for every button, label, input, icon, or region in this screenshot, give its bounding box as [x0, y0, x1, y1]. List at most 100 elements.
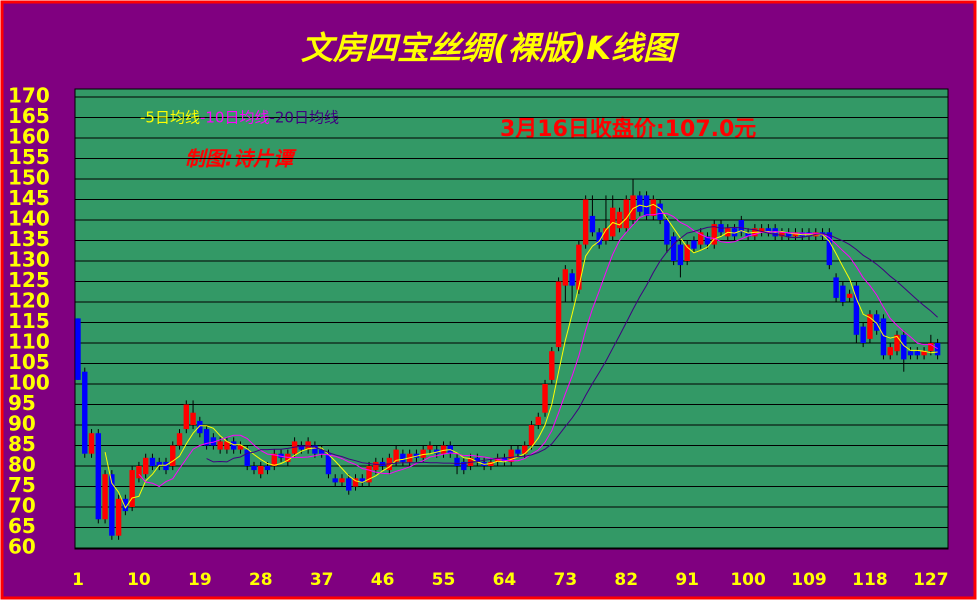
x-tick-label: 73: [554, 570, 578, 590]
candle-body: [352, 478, 359, 487]
candle-body: [190, 412, 196, 425]
candle-body: [691, 240, 697, 249]
candle-body: [163, 461, 169, 471]
candle-body: [677, 244, 684, 266]
candle-body: [474, 457, 481, 462]
candle-body: [203, 429, 210, 446]
candle-body: [251, 466, 257, 471]
candle-body: [318, 449, 325, 454]
candle-body: [373, 461, 379, 471]
candle-body: [183, 404, 190, 430]
y-tick-label: 135: [8, 227, 50, 251]
candle-body: [921, 351, 927, 356]
candle-body: [237, 445, 244, 450]
candle-body: [576, 244, 582, 290]
y-tick-label: 80: [8, 453, 36, 477]
candle-body: [149, 457, 156, 466]
candle-body: [176, 433, 183, 446]
candle-body: [224, 441, 230, 450]
candle-body: [867, 314, 873, 339]
candle-body: [562, 269, 569, 286]
candle-body: [623, 199, 629, 229]
candle-body: [197, 420, 203, 434]
chart-title: 文房四宝丝绸(裸版)K线图: [301, 29, 680, 67]
candle-body: [109, 474, 115, 536]
candle-body: [440, 445, 447, 454]
y-tick-label: 125: [8, 268, 50, 292]
plot-area: [74, 88, 949, 550]
candle-body: [142, 457, 149, 475]
x-tick-label: 1: [72, 570, 84, 590]
candle-body: [833, 277, 839, 298]
candle-body: [840, 285, 846, 302]
candle-body: [522, 445, 528, 454]
y-tick-label: 160: [8, 125, 50, 149]
candle-body: [914, 351, 921, 356]
y-tick-label: 170: [8, 84, 50, 108]
candle-body: [515, 449, 521, 454]
y-tick-label: 140: [8, 207, 50, 231]
y-tick-label: 60: [8, 535, 36, 559]
x-tick-label: 82: [614, 570, 638, 590]
candle-body: [603, 228, 609, 241]
x-tick-label: 109: [791, 570, 827, 590]
x-tick-label: 64: [493, 570, 517, 590]
y-tick-label: 150: [8, 166, 50, 190]
candle-body: [420, 449, 426, 458]
candle-body: [738, 220, 745, 233]
x-tick-label: 118: [852, 570, 888, 590]
candle-body: [542, 384, 548, 413]
candle-body: [115, 498, 122, 536]
candle-body: [616, 211, 623, 229]
candle-body: [684, 244, 690, 261]
candle-body: [826, 232, 833, 266]
candle-body: [393, 449, 399, 462]
candle-body: [170, 445, 176, 466]
candle-body: [582, 199, 589, 245]
candle-body: [88, 433, 95, 454]
y-tick-label: 105: [8, 350, 50, 374]
y-tick-label: 75: [8, 473, 36, 497]
y-tick-label: 85: [8, 432, 36, 456]
y-tick-label: 100: [8, 371, 50, 395]
legend-entry: -10日均线: [200, 109, 270, 127]
candle-body: [934, 343, 941, 356]
candle-body: [258, 466, 264, 475]
candle-body: [643, 195, 650, 216]
candle-body: [95, 433, 102, 520]
candle-body: [901, 334, 907, 360]
x-tick-label: 28: [249, 570, 273, 590]
candle-body: [873, 314, 880, 331]
candle-body: [156, 461, 162, 466]
candle-body: [846, 293, 853, 298]
x-tick-label: 19: [188, 570, 212, 590]
candle-body: [907, 351, 914, 356]
candle-body: [860, 326, 866, 343]
candle-body: [230, 441, 237, 450]
candle-body: [122, 498, 129, 512]
candle-body: [555, 281, 562, 348]
candle-body: [454, 457, 460, 466]
candle-body: [880, 318, 887, 356]
candle-body: [136, 466, 142, 479]
candle-body: [745, 232, 751, 237]
candle-body: [704, 236, 711, 245]
candle-body: [312, 445, 318, 454]
candle-body: [400, 453, 406, 462]
y-tick-label: 120: [8, 289, 50, 313]
legend-entry: -20日均线: [269, 109, 339, 127]
candle-body: [217, 441, 223, 450]
candle-body: [271, 453, 277, 466]
y-tick-label: 70: [8, 494, 36, 518]
ma-line: [104, 203, 938, 509]
candle-body: [427, 445, 433, 450]
y-tick-label: 115: [8, 309, 50, 333]
x-tick-label: 46: [371, 570, 395, 590]
candle-body: [129, 470, 135, 507]
candle-body: [528, 425, 535, 446]
x-tick-label: 55: [432, 570, 456, 590]
candle-body: [657, 203, 663, 220]
candle-body: [630, 195, 636, 220]
candle-body: [339, 478, 345, 483]
